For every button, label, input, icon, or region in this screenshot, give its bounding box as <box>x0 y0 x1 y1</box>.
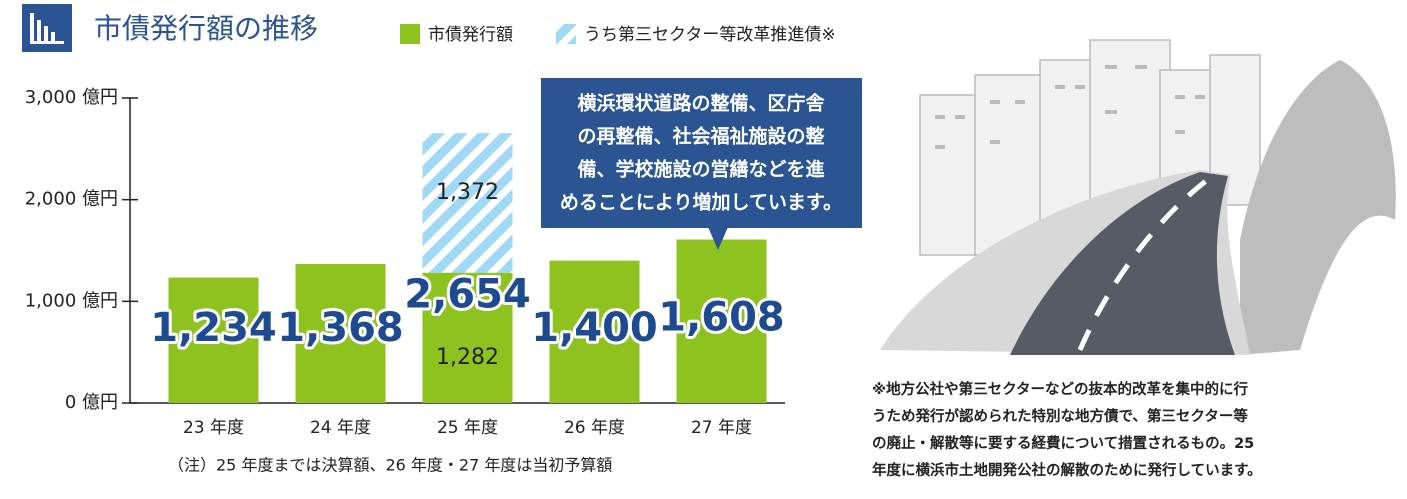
bar-segment <box>422 133 513 273</box>
segment-label: 1,372 <box>436 180 499 205</box>
total-label: 1,400 <box>531 305 658 351</box>
x-tick-label: 24 年度 <box>310 418 371 438</box>
x-tick-label: 26 年度 <box>564 418 625 438</box>
y-tick-label: 3,000 億円 <box>25 87 118 108</box>
total-label: 1,608 <box>658 295 785 341</box>
y-tick-label: 2,000 億円 <box>25 189 118 210</box>
chart-title: 市債発行額の推移 <box>94 12 318 45</box>
x-tick-label: 23 年度 <box>183 418 244 438</box>
callout-text: めることにより増加しています。 <box>560 191 842 214</box>
footnote: うため発行が認められた特別な地方債で、第三セクター等 <box>872 407 1248 425</box>
legend-swatch <box>556 24 576 44</box>
footnote: 年度に横浜市土地開発公社の解散のために発行しています。 <box>872 461 1262 479</box>
bar <box>168 277 259 403</box>
segment-label: 1,282 <box>436 345 499 370</box>
callout-box <box>541 78 862 228</box>
x-tick-label: 25 年度 <box>437 418 498 438</box>
callout-pointer <box>708 227 728 250</box>
y-tick-label: 1,000 億円 <box>25 290 118 311</box>
total-label: 1,368 <box>277 305 404 351</box>
total-label: 2,654 <box>404 272 531 318</box>
callout-text: 備、学校施設の営繕などを進 <box>577 158 824 181</box>
bar <box>422 272 513 403</box>
y-tick-label: 0 億円 <box>65 392 118 413</box>
footnote: の廃止・解散等に要する経費について措置されるもの。25 <box>872 434 1254 452</box>
callout-text: の再整備、社会福祉施設の整 <box>577 125 824 148</box>
note: （注）25 年度までは決算額、26 年度・27 年度は当初予算額 <box>168 456 612 475</box>
callout-text: 横浜環状道路の整備、区庁舎 <box>577 92 825 115</box>
footnote: ※地方公社や第三セクターなどの抜本的改革を集中的に行 <box>872 380 1249 398</box>
bar <box>549 260 640 403</box>
bar <box>295 263 386 403</box>
legend-label: うち第三セクター等改革推進債※ <box>584 25 836 45</box>
total-label: 1,234 <box>150 305 277 351</box>
bar <box>676 239 767 403</box>
illustration <box>880 39 1396 355</box>
x-tick-label: 27 年度 <box>691 418 752 438</box>
title-icon <box>22 4 72 52</box>
legend-swatch <box>400 24 420 44</box>
legend-label: 市債発行額 <box>428 25 513 45</box>
